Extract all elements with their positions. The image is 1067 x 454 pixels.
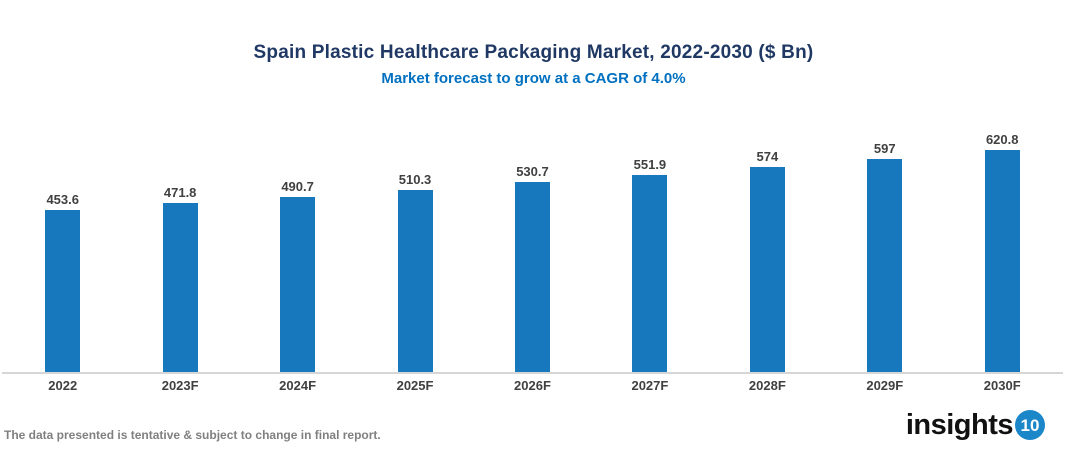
bar-value-label: 471.8	[163, 185, 197, 200]
bar-2022	[45, 210, 81, 372]
bar-group-2022: 453.6	[4, 118, 121, 372]
disclaimer-text: The data presented is tentative & subjec…	[4, 428, 381, 442]
bar-group-2025F: 510.3	[356, 118, 473, 372]
bar-2026F	[514, 182, 550, 372]
x-axis-line	[2, 372, 1063, 374]
bar-group-2026F: 530.7	[474, 118, 591, 372]
bar-value-label: 490.7	[281, 179, 314, 194]
bar-2025F	[397, 190, 433, 372]
bar-value-label: 574	[756, 149, 779, 164]
x-tick-label-2029F: 2029F	[866, 378, 904, 393]
bar-group-2027F: 551.9	[591, 118, 708, 372]
x-tick-label-2022: 2022	[48, 378, 78, 393]
x-tick-label-2026F: 2026F	[514, 378, 551, 393]
chart-subtitle: Market forecast to grow at a CAGR of 4.0…	[381, 70, 686, 87]
bar-2028F	[749, 167, 785, 372]
x-tick-label-2030F: 2030F	[983, 378, 1021, 393]
bar-2024F	[280, 197, 316, 372]
bar-value-label: 510.3	[398, 172, 432, 187]
chart-title: Spain Plastic Healthcare Packaging Marke…	[253, 42, 814, 63]
x-axis-labels: 2022 2023F 2024F 2025F 2026F 2027F 2028F 2029F 2…	[4, 378, 1061, 393]
bar-value-label: 597	[873, 141, 896, 156]
bar-group-2024F: 490.7	[239, 118, 356, 372]
bar-group-2028F: 574	[709, 118, 826, 372]
bar-value-label: 551.9	[633, 157, 667, 172]
plot-area: 453.6 471.8 490.7 510.3 530.7 551.9 574 597 620.…	[4, 118, 1061, 372]
logo-number-badge: 10	[1015, 410, 1045, 440]
x-tick-label-2025F: 2025F	[396, 378, 434, 393]
bar-value-label: 530.7	[516, 164, 549, 179]
insights10-logo: insights 10	[906, 410, 1045, 440]
bar-2029F	[867, 159, 903, 372]
bar-2023F	[162, 203, 198, 372]
bar-value-label: 453.6	[46, 192, 79, 207]
bar-group-2029F: 597	[826, 118, 943, 372]
bar-value-label: 620.8	[985, 132, 1019, 147]
bar-2030F	[984, 150, 1020, 372]
x-tick-label-2028F: 2028F	[748, 378, 786, 393]
x-tick-label-2027F: 2027F	[631, 378, 669, 393]
x-tick-label-2024F: 2024F	[279, 378, 317, 393]
x-tick-label-2023F: 2023F	[161, 378, 199, 393]
logo-wordmark: insights	[905, 408, 1014, 441]
bar-group-2023F: 471.8	[121, 118, 238, 372]
bar-2027F	[632, 175, 668, 372]
bar-group-2030F: 620.8	[944, 118, 1061, 372]
